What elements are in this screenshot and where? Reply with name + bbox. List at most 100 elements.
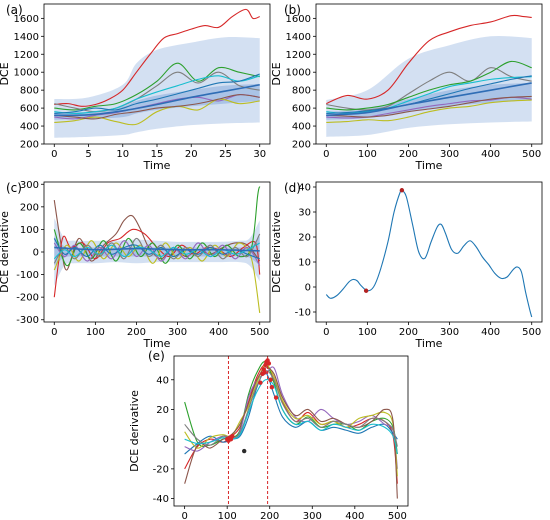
y-axis-label: DCE: [0, 62, 11, 85]
marker-point-17: [273, 395, 279, 400]
x-tick-label: 100: [86, 327, 105, 338]
x-tick-label: 0: [323, 149, 329, 160]
marker-point-2: [399, 188, 405, 193]
y-tick-label: 1200: [14, 50, 39, 61]
x-tick-label: 100: [358, 149, 377, 160]
x-tick-label: 25: [219, 149, 232, 160]
plot-area: [54, 8, 260, 138]
x-tick-label: 300: [440, 149, 459, 160]
x-tick-label: 500: [250, 327, 269, 338]
x-tick-label: 400: [209, 327, 228, 338]
series-line-4: [53, 240, 261, 314]
y-tick-label: 1200: [286, 50, 311, 61]
y-tick-label: -200: [16, 293, 39, 304]
marker-point-5: [230, 433, 235, 439]
panel-label: (b): [284, 3, 301, 17]
y-tick-label: 20: [298, 233, 311, 244]
x-tick-label: 400: [481, 149, 500, 160]
plot-area: [326, 14, 532, 137]
y-tick-label: 1400: [286, 32, 311, 43]
x-tick-label: 5: [85, 149, 91, 160]
series-line-6: [326, 99, 532, 124]
x-tick-label: 300: [168, 327, 187, 338]
x-tick-label: 400: [481, 327, 500, 338]
x-axis-label: Time: [143, 337, 171, 350]
plot-area: [184, 356, 398, 506]
y-tick-label: -40: [153, 494, 169, 505]
x-axis-label: Time: [143, 159, 171, 172]
y-tick-label: 600: [20, 104, 39, 115]
confidence-band-outer: [54, 218, 260, 286]
series-line-6: [184, 367, 398, 499]
marker-point-6: [242, 448, 247, 454]
y-tick-label: 0: [163, 435, 169, 446]
x-tick-label: 15: [151, 149, 164, 160]
x-tick-label: 0: [323, 327, 329, 338]
x-axis-label: Time: [415, 159, 443, 172]
y-tick-label: 800: [20, 86, 39, 97]
chart-panel-1: 0 5 10 15 20 25 30 200 400 600 800 1000 1200 1400 1600…: [0, 3, 271, 172]
series-line-1: [53, 199, 261, 271]
x-tick-label: 0: [51, 149, 57, 160]
y-axis-label: DCE derivative: [0, 211, 11, 293]
y-tick-label: 600: [292, 104, 311, 115]
series-line-5: [326, 96, 532, 119]
y-tick-label: 20: [156, 405, 169, 416]
x-tick-label: 500: [522, 327, 541, 338]
plot-area: [325, 188, 533, 318]
axes-frame: [315, 181, 543, 323]
chart-panel-2: 0 100 200 300 400 500 200 400 600 800 1000 1200 1400…: [270, 3, 543, 172]
y-tick-label: 1600: [14, 14, 39, 25]
x-tick-label: 0: [181, 511, 187, 520]
chart-panel-4: 0 100 200 300 400 500 -10 0 10 20 30 40 Time DCE deri…: [270, 181, 543, 350]
x-tick-label: 300: [440, 327, 459, 338]
x-axis-label: Time: [415, 337, 443, 350]
axes-frame: [173, 355, 409, 507]
series-line-1: [325, 189, 533, 318]
x-tick-label: 200: [399, 149, 418, 160]
x-tick-label: 200: [260, 511, 279, 520]
panel-label: (c): [6, 181, 22, 195]
series-line-2: [53, 228, 261, 298]
y-tick-label: 40: [156, 375, 169, 386]
y-tick-label: 1000: [14, 68, 39, 79]
series-line-1: [54, 8, 260, 107]
panel-label: (a): [6, 3, 23, 17]
y-tick-label: -100: [16, 270, 39, 281]
y-tick-label: 400: [20, 122, 39, 133]
x-tick-label: 400: [345, 511, 364, 520]
y-tick-label: 1400: [14, 32, 39, 43]
confidence-band-inner: [54, 236, 260, 266]
series-line-6: [54, 98, 260, 126]
mean-line: [326, 82, 532, 117]
series-line-8: [54, 73, 260, 115]
y-tick-label: 200: [292, 140, 311, 151]
x-tick-label: 300: [303, 511, 322, 520]
mean-line: [54, 83, 260, 117]
mean-line: [54, 246, 260, 252]
y-tick-label: 40: [298, 183, 311, 194]
series-line-2: [54, 62, 260, 111]
y-axis-label: DCE derivative: [270, 211, 283, 293]
y-axis-label: DCE derivative: [128, 390, 141, 472]
y-tick-label: -20: [153, 464, 169, 475]
y-tick-label: 30: [298, 208, 311, 219]
marker-point-1: [363, 288, 369, 293]
y-tick-label: 1000: [286, 68, 311, 79]
y-tick-label: 200: [20, 202, 39, 213]
series-line-3: [326, 60, 532, 111]
x-tick-label: 0: [51, 327, 57, 338]
axes-frame: [315, 3, 543, 145]
chart-panel-3: 0 100 200 300 400 500-300-200-1000100200300Ti…: [0, 180, 271, 350]
series-line-3: [184, 371, 398, 455]
x-tick-label: 100: [218, 511, 237, 520]
y-tick-label: -10: [295, 308, 311, 319]
y-tick-label: -300: [16, 315, 39, 326]
panel-label: (d): [284, 181, 301, 195]
series-line-3: [54, 71, 260, 113]
x-tick-label: 30: [253, 149, 266, 160]
series-line-5: [184, 364, 398, 477]
marker-point-10: [262, 370, 267, 375]
y-tick-label: 400: [292, 122, 311, 133]
